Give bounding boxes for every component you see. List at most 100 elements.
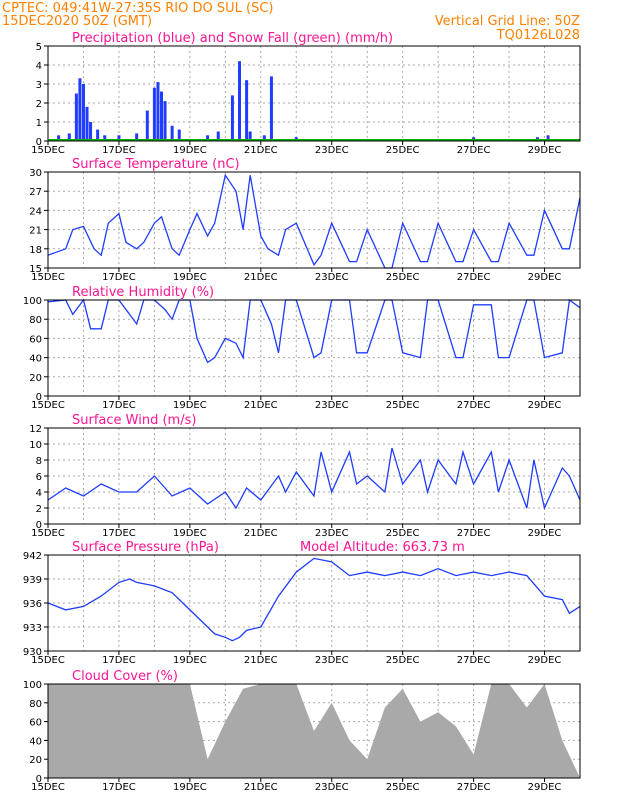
x-tick-label: 21DEC bbox=[244, 528, 278, 539]
x-tick-label: 23DEC bbox=[315, 782, 349, 793]
x-tick-label: 29DEC bbox=[528, 782, 562, 793]
x-tick-label: 17DEC bbox=[102, 782, 136, 793]
y-tick-label: 80 bbox=[29, 315, 42, 326]
precip-bar bbox=[74, 93, 78, 141]
precip-bar bbox=[67, 133, 71, 141]
panel-frame bbox=[47, 554, 581, 652]
y-tick-label: 40 bbox=[29, 354, 42, 365]
series-line bbox=[47, 557, 581, 642]
x-tick-label: 23DEC bbox=[315, 272, 349, 283]
panel-title: Surface Pressure (hPa) bbox=[72, 540, 219, 555]
precip-bar bbox=[262, 135, 266, 141]
y-tick-label: 100 bbox=[23, 296, 42, 307]
y-tick-label: 0 bbox=[36, 774, 42, 785]
x-tick-label: 21DEC bbox=[244, 272, 278, 283]
panel-title: Surface Temperature (nC) bbox=[72, 157, 240, 172]
x-tick-label: 29DEC bbox=[528, 528, 562, 539]
precip-bar bbox=[163, 101, 167, 141]
panel-precip: Precipitation (blue) and Snow Fall (gree… bbox=[31, 31, 581, 156]
x-tick-label: 15DEC bbox=[31, 272, 65, 283]
y-tick-label: 4 bbox=[36, 61, 42, 72]
series-line bbox=[47, 298, 581, 364]
precip-bar bbox=[57, 135, 61, 141]
precip-bar bbox=[206, 135, 210, 141]
x-tick-label: 19DEC bbox=[173, 145, 207, 156]
y-tick-label: 40 bbox=[29, 736, 42, 747]
x-tick-label: 25DEC bbox=[386, 782, 420, 793]
x-tick-label: 19DEC bbox=[173, 655, 207, 666]
y-tick-label: 60 bbox=[29, 718, 42, 729]
x-tick-label: 27DEC bbox=[457, 655, 491, 666]
x-tick-label: 17DEC bbox=[102, 655, 136, 666]
x-tick-label: 15DEC bbox=[31, 528, 65, 539]
y-tick-label: 0 bbox=[36, 137, 42, 148]
x-tick-label: 19DEC bbox=[173, 400, 207, 411]
y-tick-label: 100 bbox=[23, 680, 42, 691]
panel-temp: Surface Temperature (nC) 30 27 24 21 18 1515DE… bbox=[29, 157, 581, 283]
x-tick-label: 25DEC bbox=[386, 528, 420, 539]
panel-frame bbox=[47, 45, 581, 142]
header: CPTEC: 049:41W-27:35S RIO DO SUL (SC) 15… bbox=[2, 1, 580, 43]
series-line bbox=[47, 173, 581, 269]
precip-bar bbox=[269, 76, 273, 141]
x-tick-label: 23DEC bbox=[315, 145, 349, 156]
panel-press: Surface Pressure (hPa) Model Altitude: 66… bbox=[23, 540, 581, 666]
x-tick-label: 25DEC bbox=[386, 400, 420, 411]
x-tick-label: 23DEC bbox=[315, 400, 349, 411]
precip-bar bbox=[85, 106, 89, 141]
panel-title: Precipitation (blue) and Snow Fall (gree… bbox=[72, 31, 393, 46]
x-tick-label: 15DEC bbox=[31, 782, 65, 793]
x-tick-label: 17DEC bbox=[102, 528, 136, 539]
y-tick-label: 30 bbox=[29, 168, 42, 179]
y-tick-label: 3 bbox=[36, 80, 42, 91]
x-tick-label: 19DEC bbox=[173, 528, 207, 539]
y-tick-label: 4 bbox=[36, 488, 42, 499]
x-tick-label: 15DEC bbox=[31, 655, 65, 666]
y-tick-label: 10 bbox=[29, 440, 42, 451]
precip-bar bbox=[89, 122, 93, 141]
precip-bar bbox=[78, 78, 82, 141]
precip-bar bbox=[238, 61, 242, 142]
x-tick-label: 23DEC bbox=[315, 528, 349, 539]
x-tick-label: 27DEC bbox=[457, 400, 491, 411]
y-tick-label: 15 bbox=[29, 264, 42, 275]
x-tick-label: 17DEC bbox=[102, 400, 136, 411]
precip-bar bbox=[245, 80, 249, 141]
x-tick-label: 21DEC bbox=[244, 400, 278, 411]
y-tick-label: 60 bbox=[29, 334, 42, 345]
panel-frame bbox=[47, 299, 581, 397]
x-tick-label: 27DEC bbox=[457, 272, 491, 283]
precip-bar bbox=[216, 131, 220, 141]
precip-bar bbox=[103, 135, 107, 141]
y-tick-label: 936 bbox=[23, 599, 42, 610]
precip-bar bbox=[135, 133, 139, 141]
y-tick-label: 942 bbox=[23, 551, 42, 562]
panel-frame bbox=[47, 171, 581, 269]
panel-title: Cloud Cover (%) bbox=[72, 669, 178, 684]
precip-bar bbox=[248, 131, 252, 141]
panel-frame bbox=[47, 427, 581, 525]
precip-bar bbox=[96, 129, 100, 141]
y-tick-label: 6 bbox=[36, 472, 42, 483]
y-tick-label: 80 bbox=[29, 699, 42, 710]
precip-bar bbox=[546, 135, 550, 141]
x-tick-label: 29DEC bbox=[528, 145, 562, 156]
precip-bar bbox=[159, 91, 163, 141]
y-tick-label: 930 bbox=[23, 647, 42, 658]
panel-extra-label: Model Altitude: 663.73 m bbox=[300, 540, 465, 555]
precip-bar bbox=[170, 125, 174, 141]
precip-bar bbox=[145, 110, 149, 141]
x-tick-label: 23DEC bbox=[315, 655, 349, 666]
x-tick-label: 29DEC bbox=[528, 272, 562, 283]
y-tick-label: 18 bbox=[29, 245, 42, 256]
x-tick-label: 19DEC bbox=[173, 272, 207, 283]
x-tick-label: 27DEC bbox=[457, 782, 491, 793]
x-tick-label: 27DEC bbox=[457, 528, 491, 539]
x-tick-label: 25DEC bbox=[386, 655, 420, 666]
precip-bar bbox=[230, 95, 234, 141]
x-tick-label: 29DEC bbox=[528, 655, 562, 666]
x-tick-label: 29DEC bbox=[528, 400, 562, 411]
